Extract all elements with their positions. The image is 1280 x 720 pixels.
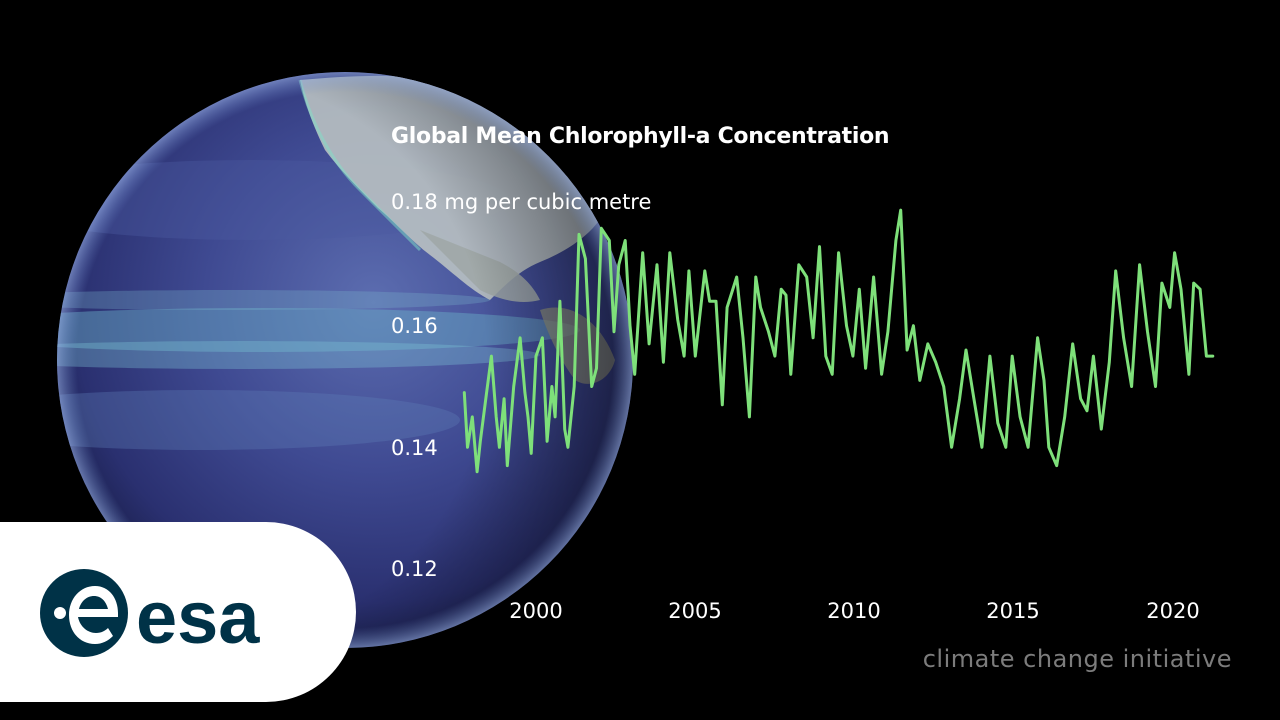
y-tick-label-0: 0.18 mg per cubic metre [391,190,652,214]
esa-logo: esa [40,569,260,659]
y-tick-label-1: 0.16 [391,314,438,338]
earth-globe-image [57,72,633,648]
x-tick-label-2010: 2010 [827,599,881,623]
chart-title: Global Mean Chlorophyll-a Concentration [391,124,890,149]
climate-change-initiative-label: climate change initiative [922,645,1232,673]
esa-logo-wordmark: esa [136,576,260,659]
series-line-0 [462,208,1215,474]
esa-logo-panel: esa [0,522,356,702]
x-tick-label-2020: 2020 [1146,599,1200,623]
chart-series-layer [462,208,1215,474]
x-tick-label-2000: 2000 [509,599,563,623]
x-tick-label-2015: 2015 [986,599,1040,623]
x-tick-label-2005: 2005 [668,599,722,623]
y-tick-label-3: 0.12 [391,557,438,581]
y-tick-label-2: 0.14 [391,436,438,460]
